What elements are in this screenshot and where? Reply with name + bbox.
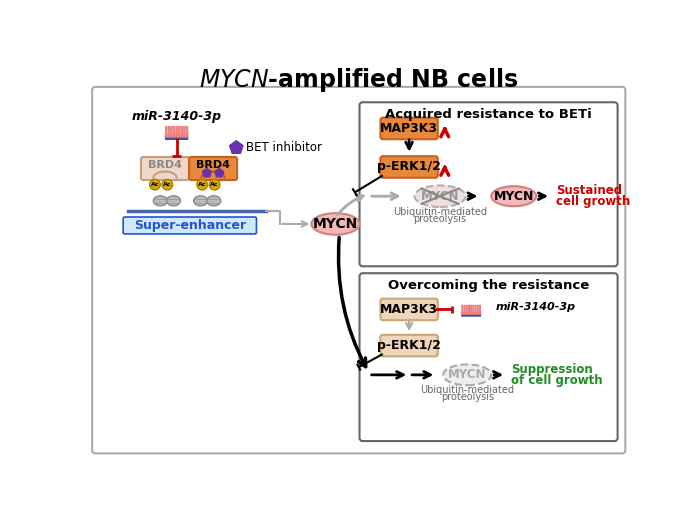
Ellipse shape (414, 185, 466, 207)
Text: MYCN: MYCN (494, 190, 534, 203)
FancyBboxPatch shape (167, 126, 170, 135)
FancyBboxPatch shape (381, 335, 438, 356)
FancyBboxPatch shape (381, 299, 438, 320)
Text: MYCN: MYCN (421, 190, 459, 203)
Polygon shape (202, 169, 211, 177)
Text: Ac: Ac (163, 182, 172, 187)
Text: Super-enhancer: Super-enhancer (134, 219, 246, 232)
FancyBboxPatch shape (470, 304, 473, 312)
FancyBboxPatch shape (165, 126, 167, 135)
FancyBboxPatch shape (141, 157, 189, 180)
Ellipse shape (167, 196, 181, 206)
Circle shape (162, 179, 173, 190)
Text: Ac: Ac (210, 182, 219, 187)
FancyBboxPatch shape (475, 304, 477, 312)
FancyBboxPatch shape (123, 217, 256, 234)
FancyBboxPatch shape (189, 157, 237, 180)
FancyBboxPatch shape (181, 126, 183, 135)
FancyBboxPatch shape (186, 126, 188, 135)
FancyBboxPatch shape (360, 273, 617, 441)
Polygon shape (215, 169, 224, 177)
FancyBboxPatch shape (381, 118, 438, 139)
FancyBboxPatch shape (178, 126, 181, 135)
Text: Sustained: Sustained (556, 184, 622, 197)
FancyBboxPatch shape (463, 304, 466, 312)
Text: Ubiquitin-mediated: Ubiquitin-mediated (420, 385, 514, 395)
Text: p-ERK1/2: p-ERK1/2 (377, 339, 441, 352)
FancyBboxPatch shape (92, 87, 625, 454)
FancyBboxPatch shape (473, 304, 475, 312)
Ellipse shape (207, 196, 220, 206)
Text: proteolysis: proteolysis (414, 214, 467, 224)
Ellipse shape (194, 196, 208, 206)
FancyBboxPatch shape (466, 304, 468, 312)
Text: Ubiquitin-mediated: Ubiquitin-mediated (393, 207, 487, 217)
Text: Ac: Ac (198, 182, 206, 187)
Text: Acquired resistance to BETi: Acquired resistance to BETi (385, 108, 592, 121)
FancyBboxPatch shape (381, 156, 438, 178)
FancyBboxPatch shape (176, 126, 178, 135)
Text: MAP3K3: MAP3K3 (380, 122, 438, 135)
Text: miR-3140-3p: miR-3140-3p (132, 110, 222, 123)
Circle shape (197, 179, 208, 190)
Text: Suppression: Suppression (512, 363, 593, 376)
Text: BRD4: BRD4 (148, 160, 182, 170)
Text: p-ERK1/2: p-ERK1/2 (377, 161, 441, 173)
Text: Overcoming the resistance: Overcoming the resistance (388, 279, 589, 292)
FancyBboxPatch shape (479, 304, 481, 312)
Text: BET inhibitor: BET inhibitor (246, 141, 323, 154)
Ellipse shape (491, 186, 536, 206)
Polygon shape (230, 141, 243, 153)
Text: cell growth: cell growth (556, 195, 631, 208)
Ellipse shape (153, 196, 167, 206)
Text: proteolysis: proteolysis (441, 392, 494, 402)
Text: MAP3K3: MAP3K3 (380, 303, 438, 316)
Ellipse shape (443, 364, 491, 385)
FancyBboxPatch shape (183, 126, 186, 135)
Circle shape (150, 179, 160, 190)
FancyBboxPatch shape (173, 126, 175, 135)
Text: MYCN: MYCN (313, 217, 358, 231)
Text: miR-3140-3p: miR-3140-3p (496, 302, 576, 312)
Text: MYCN: MYCN (448, 369, 486, 381)
FancyBboxPatch shape (468, 304, 470, 312)
Text: Ac: Ac (150, 182, 159, 187)
FancyBboxPatch shape (360, 102, 617, 266)
FancyBboxPatch shape (461, 312, 482, 315)
Text: of cell growth: of cell growth (512, 374, 603, 387)
Text: BRD4: BRD4 (196, 160, 230, 170)
FancyBboxPatch shape (461, 304, 463, 312)
Text: $\mathit{MYCN}$-amplified NB cells: $\mathit{MYCN}$-amplified NB cells (199, 66, 519, 94)
FancyBboxPatch shape (164, 134, 188, 138)
Ellipse shape (312, 213, 360, 235)
FancyBboxPatch shape (165, 138, 188, 140)
FancyBboxPatch shape (170, 126, 173, 135)
Circle shape (209, 179, 220, 190)
FancyBboxPatch shape (477, 304, 479, 312)
FancyBboxPatch shape (461, 315, 481, 317)
